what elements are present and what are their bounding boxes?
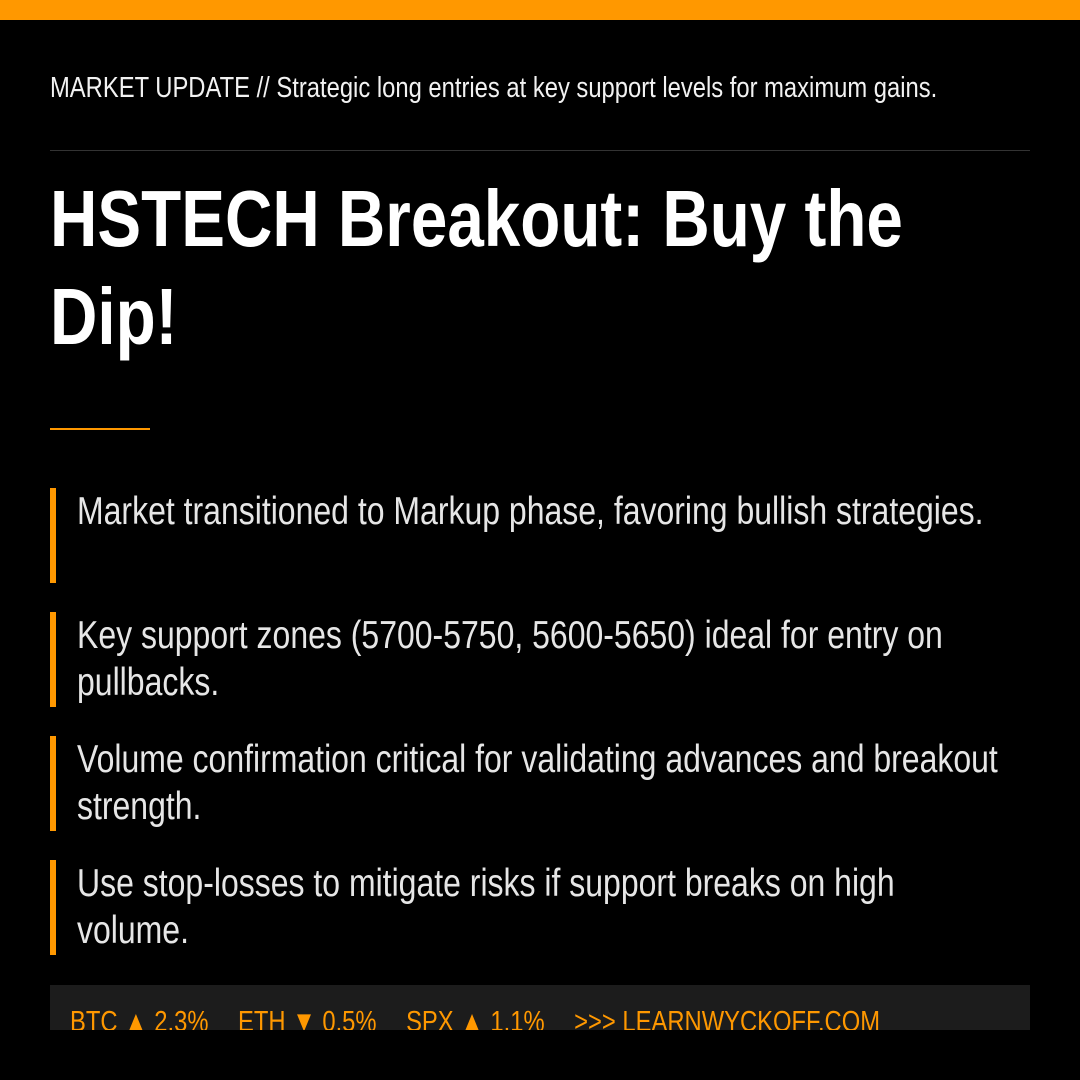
ticker-row: BTC ▲ 2.3% ETH ▼ 0.5% SPX ▲ 1.1% >>> LEARNW… (70, 1005, 1013, 1030)
top-bar (0, 0, 1080, 20)
ticker-item: >>> LEARNWYCKOFF.COM (574, 1006, 881, 1030)
bullet-text: Use stop-losses to mitigate risks if sup… (77, 862, 895, 952)
ticker-item: SPX ▲ 1.1% (406, 1006, 545, 1030)
bullet-item: Key support zones (5700-5750, 5600-5650)… (50, 612, 1030, 707)
ticker-item: ETH ▼ 0.5% (238, 1006, 377, 1030)
headline: HSTECH Breakout: Buy the Dip! (50, 174, 903, 361)
bullet-list: Market transitioned to Markup phase, fav… (50, 488, 1030, 984)
bullet-text: Key support zones (5700-5750, 5600-5650)… (77, 614, 943, 704)
bullet-item: Use stop-losses to mitigate risks if sup… (50, 860, 1030, 955)
bullet-text: Volume confirmation critical for validat… (77, 738, 998, 828)
accent-line (50, 428, 150, 430)
kicker: MARKET UPDATE // Strategic long entries … (50, 72, 938, 104)
bullet-item: Volume confirmation critical for validat… (50, 736, 1030, 831)
bullet-text: Market transitioned to Markup phase, fav… (77, 490, 984, 533)
ticker-bar: BTC ▲ 2.3% ETH ▼ 0.5% SPX ▲ 1.1% >>> LEARNW… (50, 985, 1030, 1030)
ticker-item: BTC ▲ 2.3% (70, 1006, 209, 1030)
bullet-item: Market transitioned to Markup phase, fav… (50, 488, 1030, 583)
divider (50, 150, 1030, 151)
